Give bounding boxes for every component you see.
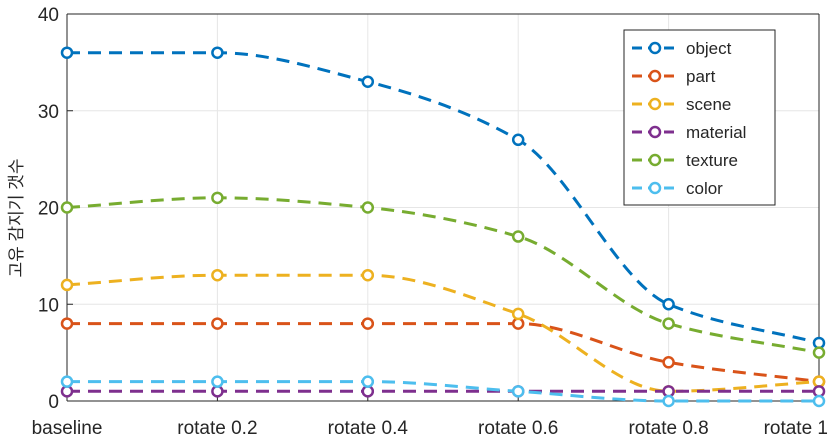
legend-label-texture: texture xyxy=(686,151,738,170)
y-tick-label: 40 xyxy=(38,5,59,26)
legend-label-color: color xyxy=(686,179,723,198)
data-point-color xyxy=(60,375,74,388)
data-point-color xyxy=(211,375,224,388)
data-point-texture xyxy=(60,201,74,214)
series-line-color xyxy=(67,380,819,403)
y-tick-label: 10 xyxy=(38,295,59,316)
axes xyxy=(66,13,820,402)
tick-labels: 0 10 20 30 40 baseline rotate 0.2 rotate 0.4 rot… xyxy=(32,5,828,439)
series-lines xyxy=(60,46,826,408)
x-tick-label: rotate 1 xyxy=(764,418,828,439)
data-point-texture xyxy=(812,346,826,359)
legend-marker-color xyxy=(648,181,662,195)
series-line-part xyxy=(66,322,820,384)
legend-box xyxy=(623,29,776,206)
x-tick-label: baseline xyxy=(32,418,103,439)
legend-marker-scene xyxy=(648,97,662,111)
data-point-part xyxy=(361,317,375,330)
legend-label-object: object xyxy=(686,39,732,58)
data-point-object xyxy=(211,46,224,59)
x-tick-label: rotate 0.8 xyxy=(628,418,708,439)
data-point-object xyxy=(662,298,675,311)
data-point-texture xyxy=(662,317,675,330)
data-point-object xyxy=(511,133,525,147)
data-point-color xyxy=(812,394,826,408)
data-point-object xyxy=(60,46,74,59)
data-point-part xyxy=(211,317,224,330)
data-point-color xyxy=(511,385,525,398)
y-tick-label: 0 xyxy=(48,392,59,413)
data-point-scene xyxy=(211,268,224,282)
series-line-scene xyxy=(66,273,820,393)
data-point-scene xyxy=(511,307,525,321)
legend-label-part: part xyxy=(686,67,716,86)
legend-marker-material xyxy=(648,125,662,139)
data-point-scene xyxy=(361,268,375,282)
legend-marker-part xyxy=(648,69,662,83)
x-tick-label: rotate 0.2 xyxy=(177,418,257,439)
x-tick-label: rotate 0.4 xyxy=(328,418,409,439)
data-point-scene xyxy=(60,278,74,292)
data-point-color xyxy=(361,375,375,388)
data-point-texture xyxy=(211,191,224,205)
legend-marker-object xyxy=(648,41,662,55)
data-point-color xyxy=(662,394,675,408)
data-point-part xyxy=(662,356,675,369)
legend-marker-texture xyxy=(648,153,662,167)
legend-label-scene: scene xyxy=(686,95,731,114)
series-line-object xyxy=(67,51,820,345)
y-axis-label: 고유 감지기 갯수 xyxy=(7,159,26,278)
x-tick-label: rotate 0.6 xyxy=(478,418,558,439)
legend-label-material: material xyxy=(686,123,746,142)
y-tick-label: 30 xyxy=(38,102,59,123)
series-line-texture xyxy=(66,196,820,355)
y-tick-label: 20 xyxy=(38,199,59,220)
data-point-texture xyxy=(511,230,525,243)
legend: object part scene material texture color xyxy=(623,29,776,206)
data-point-object xyxy=(361,75,375,88)
data-point-texture xyxy=(361,201,375,214)
data-point-part xyxy=(60,317,74,330)
